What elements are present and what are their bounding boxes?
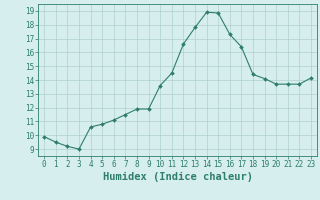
X-axis label: Humidex (Indice chaleur): Humidex (Indice chaleur)	[103, 172, 252, 182]
